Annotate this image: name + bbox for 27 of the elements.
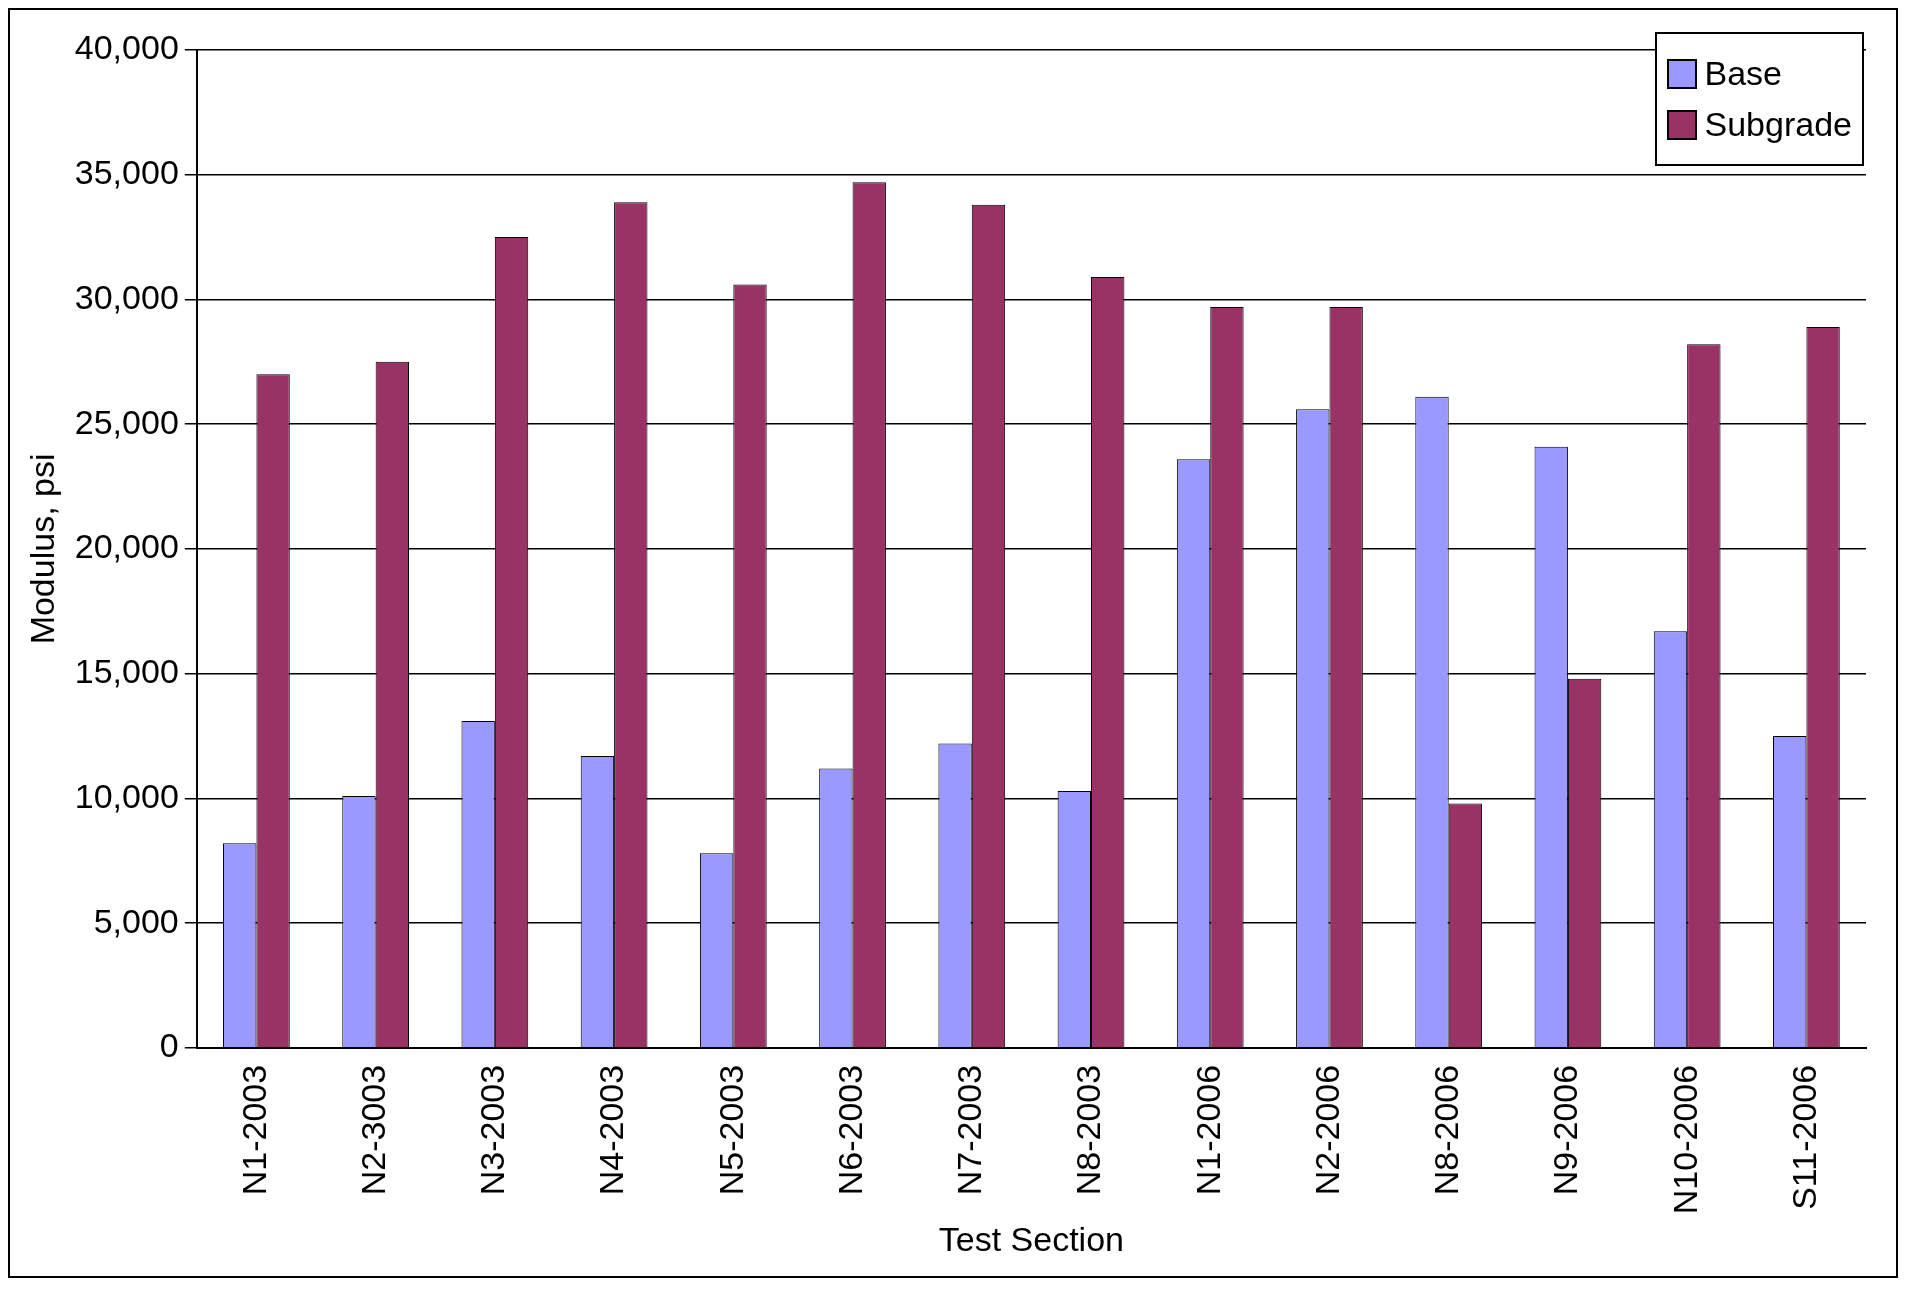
- y-tick-label: 25,000: [74, 402, 179, 441]
- x-tick-label: N1-2003: [234, 1064, 273, 1196]
- y-tick-label: 0: [159, 1026, 179, 1065]
- x-tick-label: N2-3003: [354, 1064, 393, 1196]
- y-tick-label: 5,000: [93, 901, 179, 940]
- x-tick-label: N7-2003: [950, 1064, 989, 1196]
- x-tick-label: N5-2003: [711, 1064, 750, 1196]
- y-tick-label: 20,000: [74, 527, 179, 566]
- y-tick-label: 10,000: [74, 776, 179, 815]
- x-tick-label: N8-2003: [1069, 1064, 1108, 1196]
- x-tick-label: N3-2003: [473, 1064, 512, 1196]
- x-tick-label: N8-2006: [1427, 1064, 1466, 1196]
- y-tick-label: 15,000: [74, 652, 179, 691]
- x-tick-label: N4-2003: [592, 1064, 631, 1196]
- x-tick-label: N2-2006: [1307, 1064, 1346, 1196]
- y-tick-label: 40,000: [74, 28, 179, 67]
- x-tick-label: N10-2006: [1665, 1064, 1704, 1215]
- legend-label: Subgrade: [1704, 105, 1852, 144]
- x-tick-label: N6-2003: [830, 1064, 869, 1196]
- x-axis-title: Test Section: [938, 1219, 1125, 1258]
- x-tick-label: N9-2006: [1546, 1064, 1585, 1196]
- y-axis-title: Modulus, psi: [22, 453, 61, 645]
- y-tick-label: 30,000: [74, 277, 179, 316]
- legend-label: Base: [1704, 54, 1783, 93]
- y-tick-label: 35,000: [74, 153, 179, 192]
- x-tick-label: N1-2006: [1188, 1064, 1227, 1196]
- x-tick-label: S11-2006: [1784, 1064, 1823, 1210]
